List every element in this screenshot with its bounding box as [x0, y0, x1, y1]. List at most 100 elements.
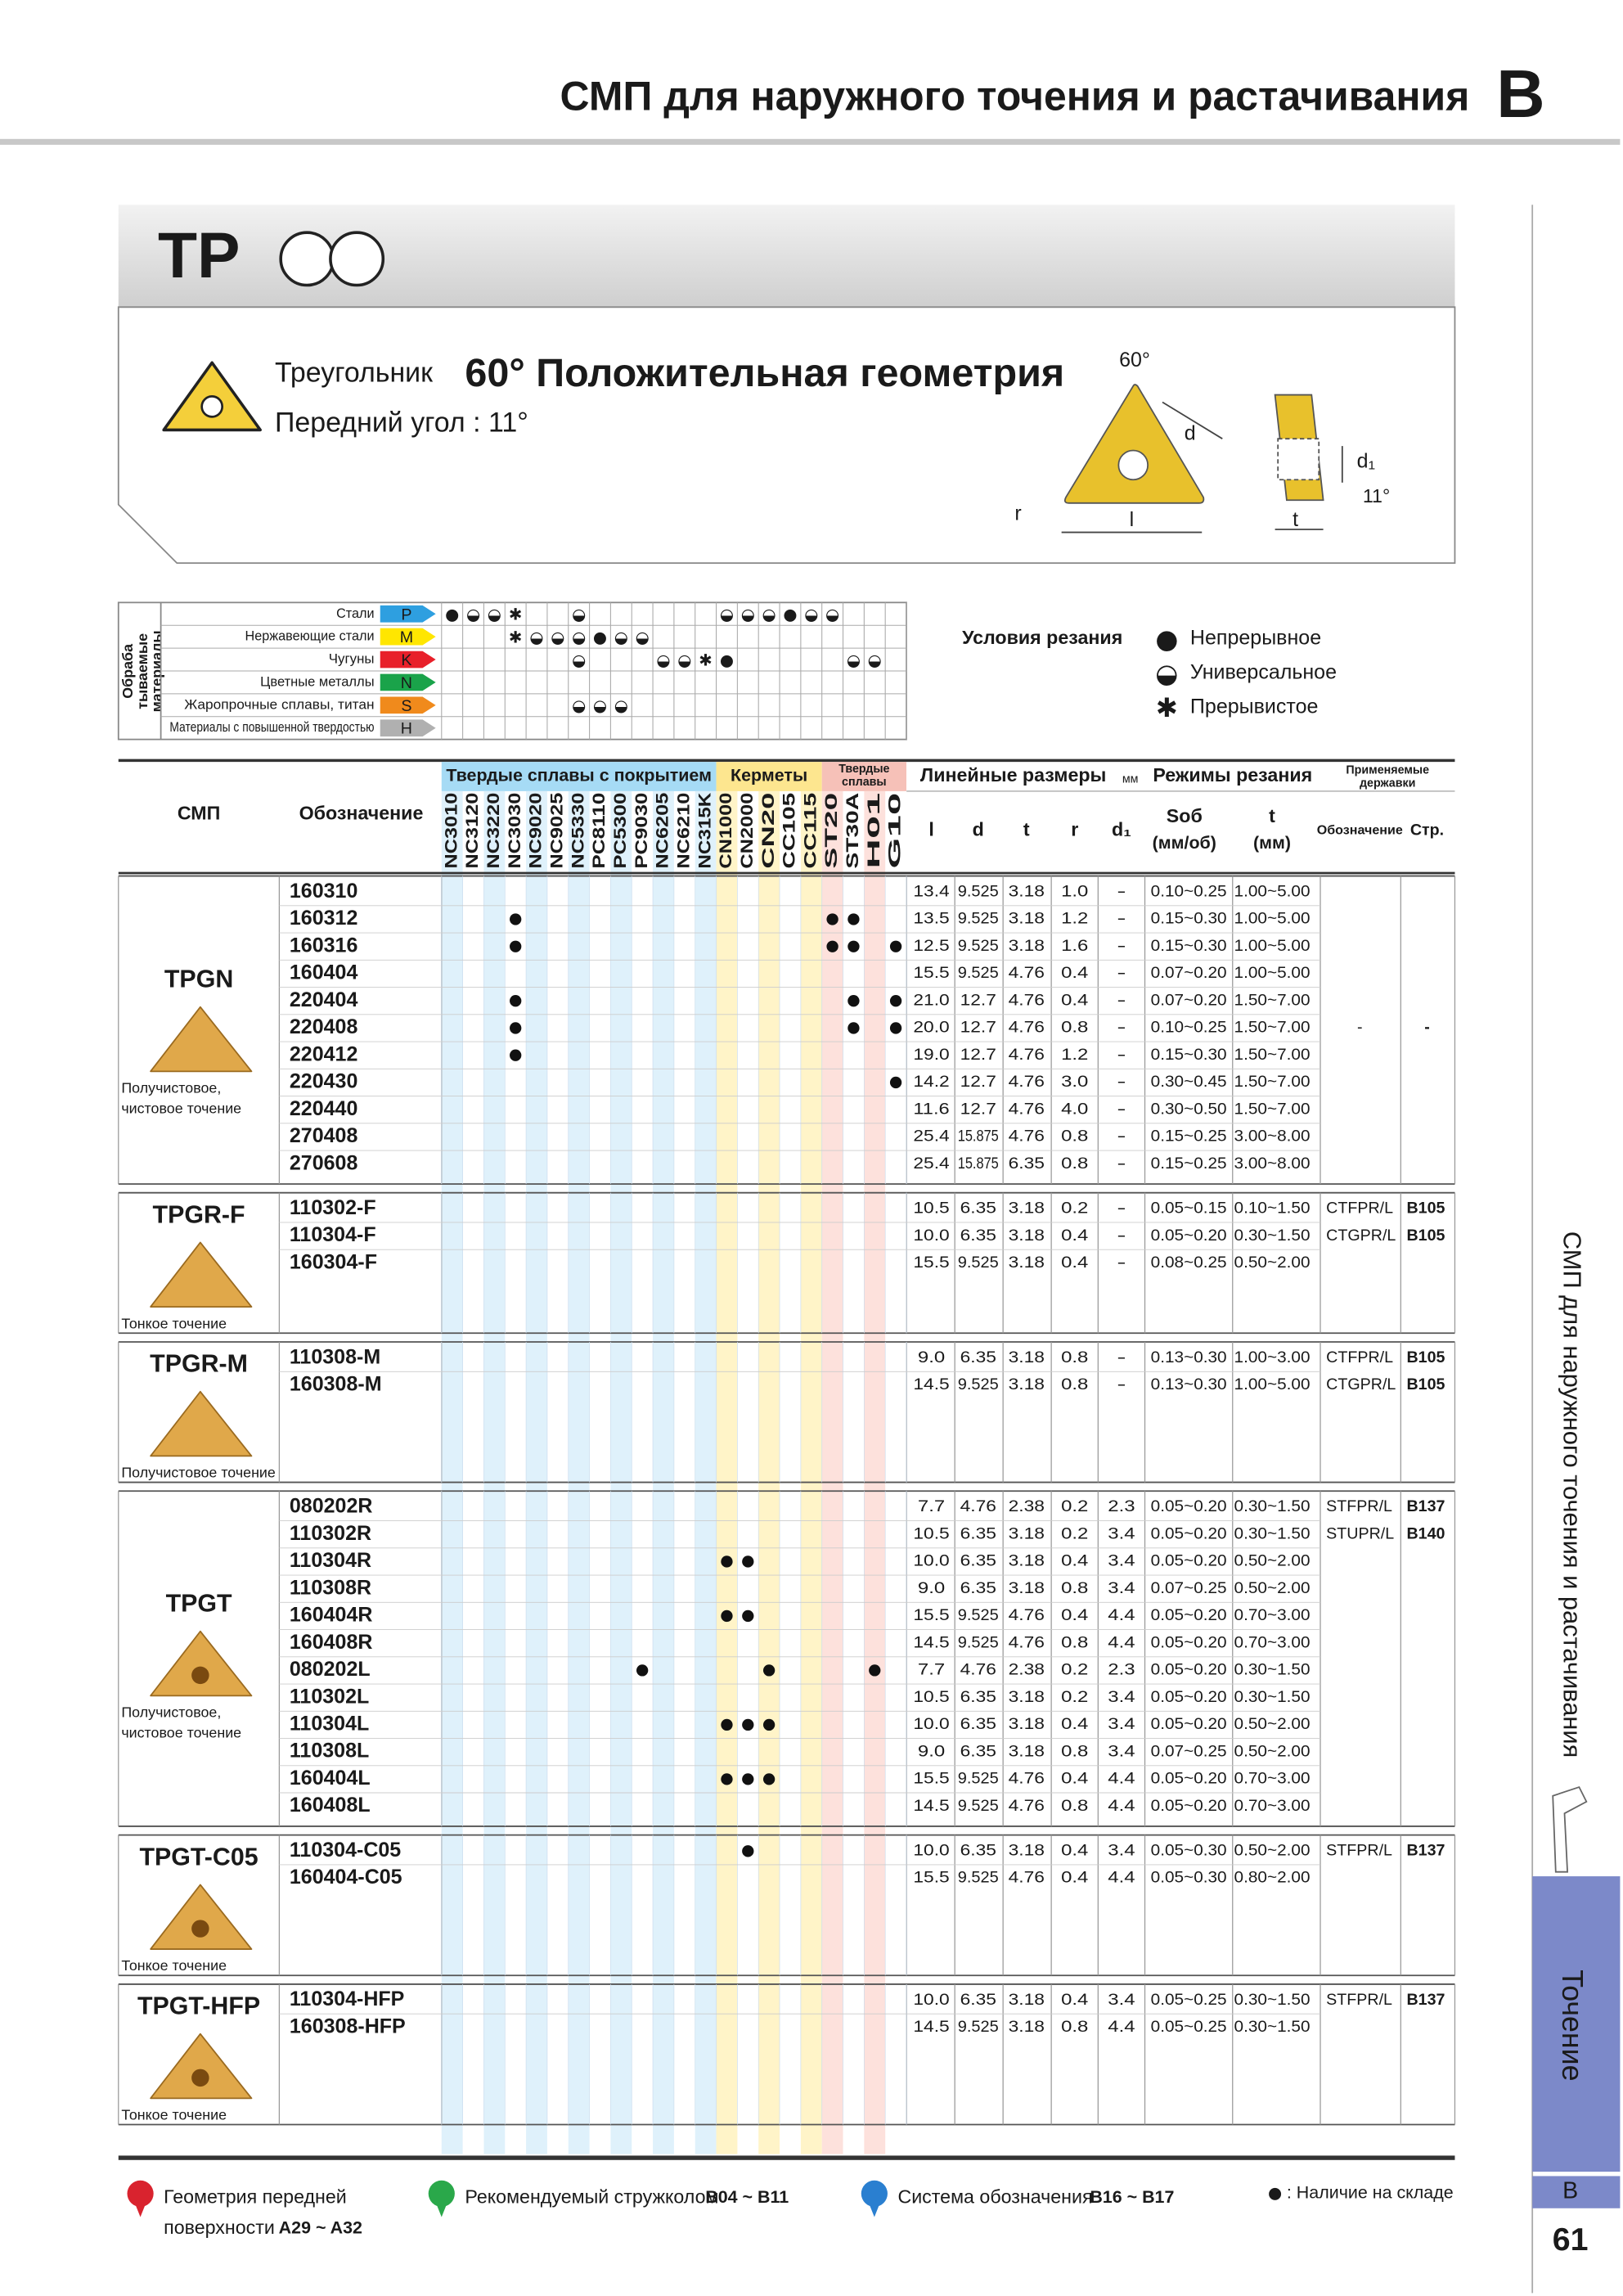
insert-name: TPGR-F [153, 1200, 245, 1228]
cell: 0.08~0.25 [1151, 1254, 1227, 1272]
material-code: H [401, 720, 412, 738]
cell: 9.525 [958, 964, 999, 982]
cell: 0.07~0.25 [1151, 1579, 1227, 1597]
cell: 0.8 [1061, 1348, 1088, 1366]
cell: 4.76 [1009, 1869, 1045, 1887]
cell: 0.4 [1061, 1227, 1088, 1245]
condition-symbol: ◒ [466, 606, 480, 624]
cell: 4.4 [1108, 1633, 1135, 1651]
header-label: Обозначение [1317, 822, 1403, 837]
insert-hole [191, 1920, 209, 1938]
cell: - [1117, 1155, 1126, 1173]
condition-symbol: ● [783, 606, 797, 624]
stock-dot [510, 1022, 522, 1034]
header-label: (мм/об) [1153, 833, 1216, 853]
material-name: Нержавеющие стали [245, 628, 375, 644]
cell: 0.05~0.30 [1151, 1842, 1227, 1860]
cell: 0.05~0.20 [1151, 1633, 1227, 1651]
stock-dot [847, 940, 860, 952]
cell: 4.4 [1108, 1770, 1135, 1788]
holder-page: B105 [1406, 1375, 1445, 1393]
condition-label: Прерывистое [1190, 696, 1318, 718]
holder: STFPR/L [1326, 1991, 1392, 2009]
stock-dot [510, 940, 522, 952]
grade-group-name: Твердые сплавы с покрытием [446, 766, 712, 786]
shape-icon-hole [200, 395, 224, 418]
designation: 110302-F [290, 1196, 376, 1219]
insert-hole [191, 2069, 209, 2087]
cell: 4.76 [1009, 1100, 1045, 1118]
designation: 160310 [290, 880, 357, 903]
grade-stripe [653, 790, 674, 2154]
cell: 1.00~5.00 [1234, 1375, 1311, 1393]
cell: 12.7 [960, 991, 996, 1009]
footer-icon [428, 2180, 455, 2207]
page-number: 61 [1553, 2222, 1589, 2258]
cell: 14.5 [913, 2018, 949, 2036]
designation: 220430 [290, 1070, 357, 1093]
cell: 10.5 [913, 1200, 949, 1218]
cell: 0.50~2.00 [1234, 1254, 1311, 1272]
cell: 0.05~0.20 [1151, 1688, 1227, 1706]
cell: 15.875 [958, 1155, 999, 1173]
header-label: t [1269, 805, 1275, 826]
header-label: Режимы резания [1153, 764, 1312, 786]
stock-dot [889, 1022, 902, 1034]
cell: 0.30~1.50 [1234, 1661, 1311, 1679]
condition-symbol: ◒ [614, 628, 628, 646]
cell: - [1117, 1128, 1126, 1146]
condition-symbol: ✱ [699, 651, 712, 669]
cell: 0.10~1.50 [1234, 1200, 1311, 1218]
cell: 6.35 [1009, 1155, 1045, 1173]
cell: 1.50~7.00 [1234, 1046, 1311, 1064]
grade-group-header [716, 762, 822, 791]
grade-name: CC115 [800, 793, 820, 869]
condition-symbol: ✱ [1156, 692, 1178, 723]
material-tag [380, 696, 436, 714]
cell: 3.18 [1009, 1579, 1045, 1597]
cell: 1.00~5.00 [1234, 964, 1311, 982]
grade-stripe [610, 790, 632, 2154]
material-tag [380, 651, 436, 669]
insert-image [150, 1241, 253, 1308]
cell: 1.00~3.00 [1234, 1348, 1311, 1366]
cell: 0.07~0.25 [1151, 1742, 1227, 1760]
footer-ref: B04 ~ B11 [705, 2187, 789, 2207]
cell: 19.0 [913, 1046, 949, 1064]
cell: 0.2 [1061, 1524, 1088, 1542]
cell: 3.18 [1009, 910, 1045, 928]
sidebar-icon [1552, 1785, 1588, 1873]
holder-page: B137 [1406, 1497, 1445, 1515]
cell: 9.525 [958, 2018, 999, 2036]
cell: 0.15~0.30 [1151, 910, 1227, 928]
stock-dot [847, 1022, 860, 1034]
cell: 10.0 [913, 1552, 949, 1570]
cell: - [1117, 910, 1126, 928]
header-label: l [928, 818, 933, 840]
rake-angle: Передний угол : 11° [275, 407, 528, 438]
insert-description: чистовое точение [121, 1101, 241, 1117]
cell: 0.4 [1061, 1254, 1088, 1272]
insert-description: Тонкое точение [121, 2107, 227, 2123]
cell: 6.35 [960, 1991, 996, 2009]
grade-name: NC3030 [505, 793, 524, 869]
stock-dot [742, 1773, 754, 1785]
footer-rule [118, 2155, 1455, 2160]
cell: 0.05~0.15 [1151, 1200, 1227, 1218]
condition-symbol: ◒ [656, 651, 670, 669]
cell: - [1117, 1254, 1126, 1272]
cell: 0.05~0.25 [1151, 2018, 1227, 2036]
condition-symbol: ◒ [868, 651, 882, 669]
condition-symbol: ◒ [825, 606, 839, 624]
grade-group-name: сплавы [842, 776, 887, 789]
cell: 0.2 [1061, 1688, 1088, 1706]
cell: 13.5 [913, 910, 949, 928]
holder-page: B105 [1406, 1227, 1445, 1245]
material-name: Жаропрочные сплавы, титан [184, 696, 374, 712]
cell: 4.76 [1009, 1073, 1045, 1091]
cell: 0.30~1.50 [1234, 1991, 1311, 2009]
designation: 110304R [290, 1549, 371, 1572]
insert-image [150, 1390, 253, 1457]
